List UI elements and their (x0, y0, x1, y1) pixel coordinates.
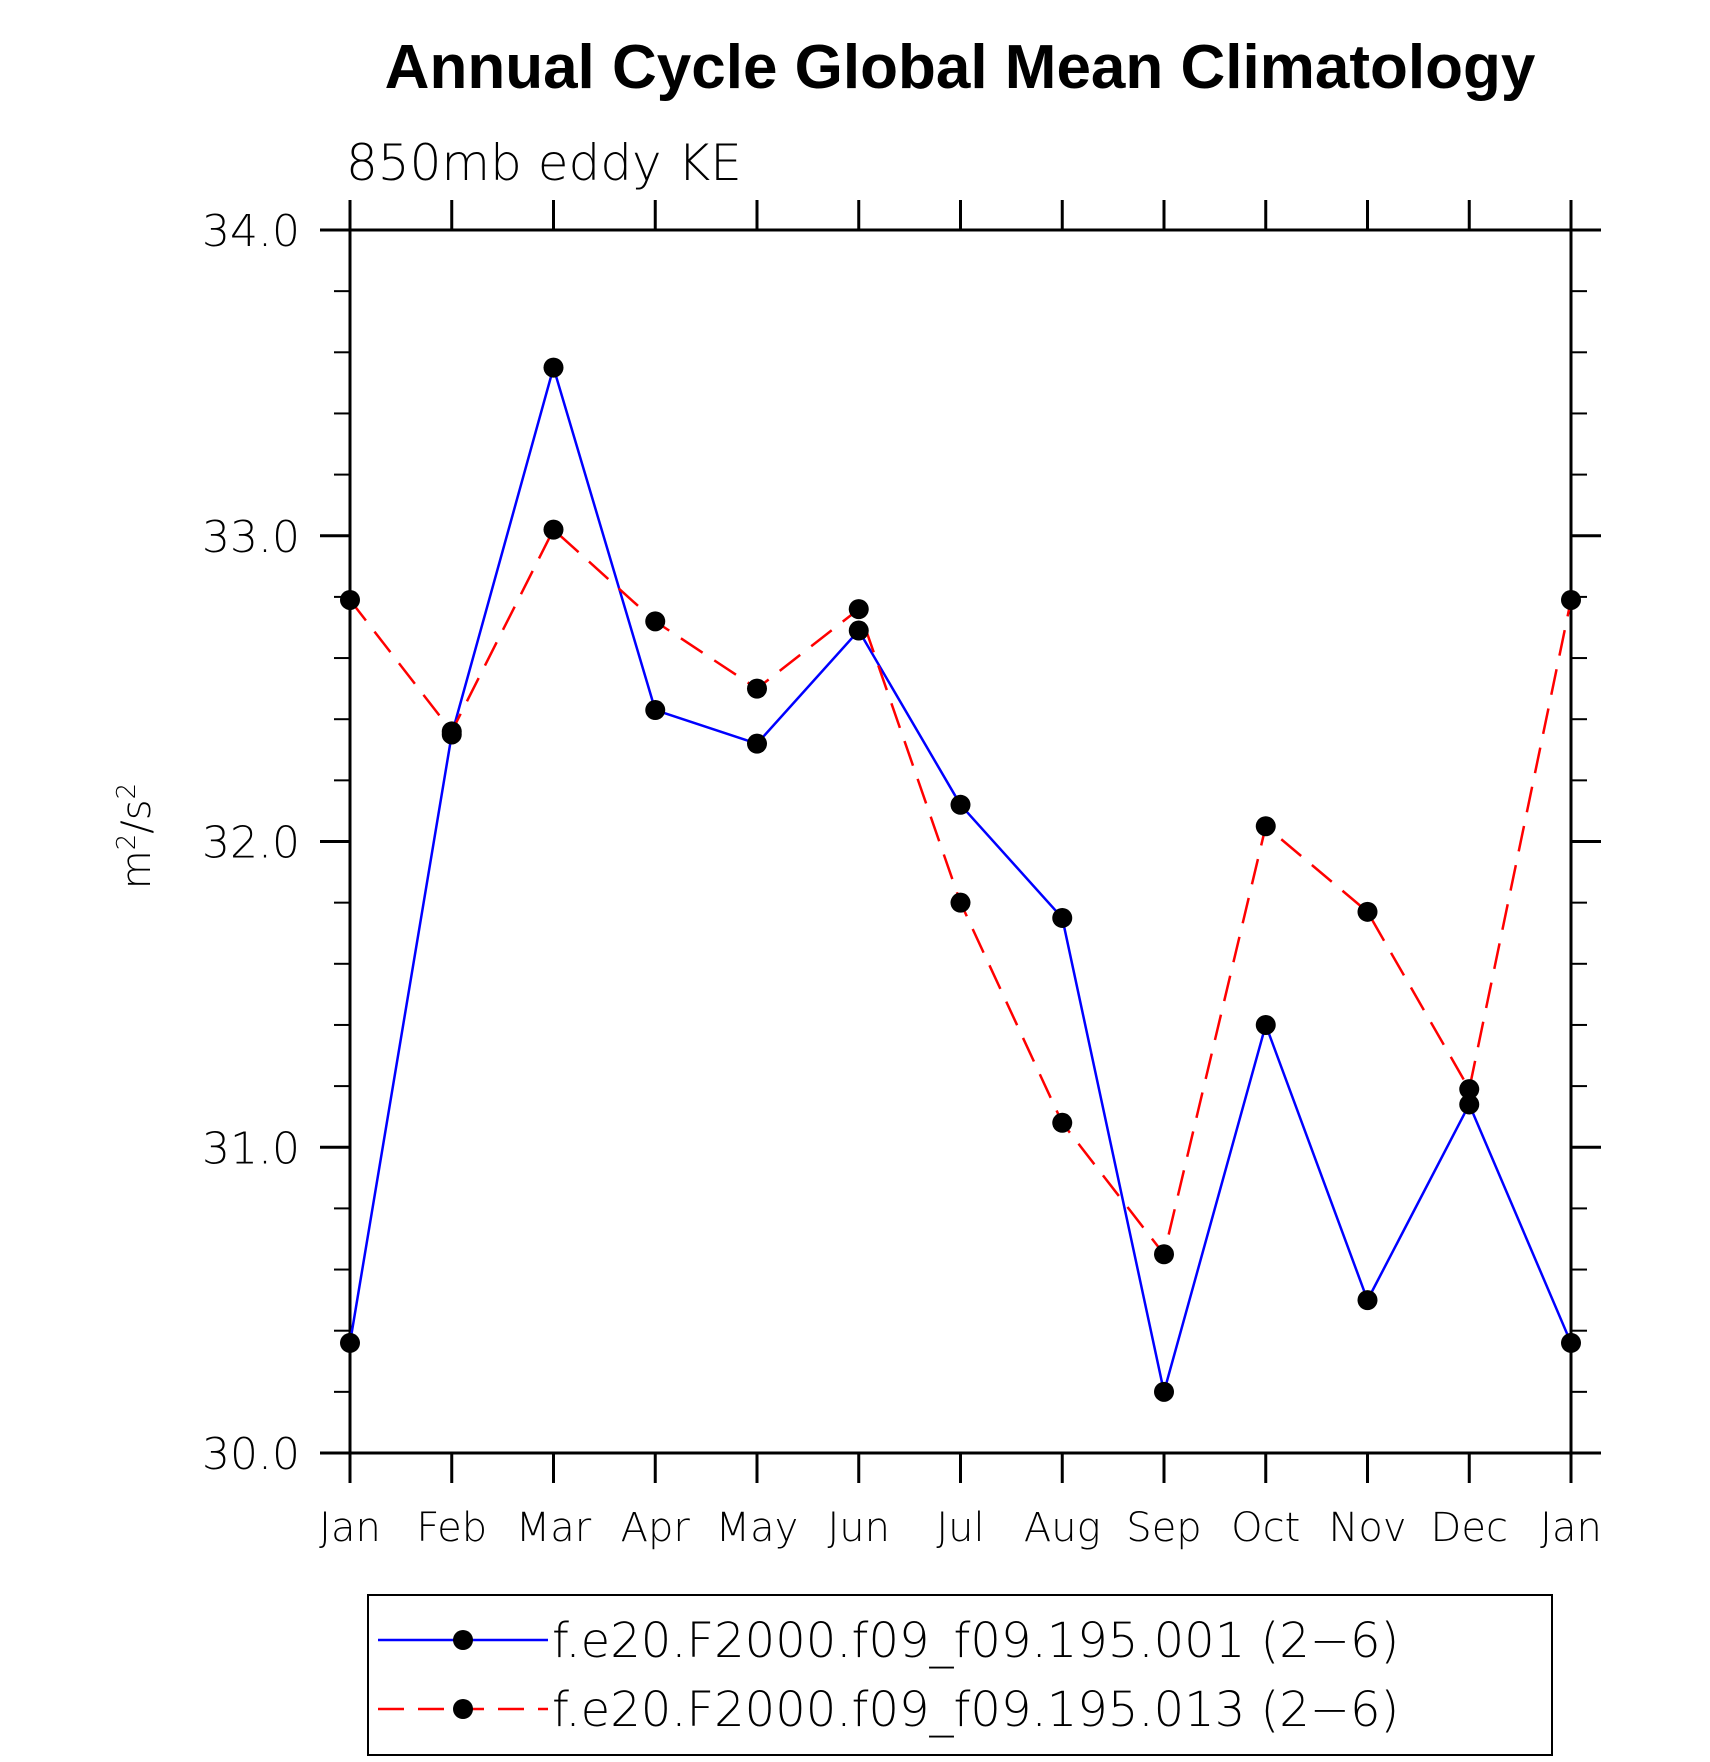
series-1-point (950, 794, 971, 815)
series-2-point (1052, 1112, 1073, 1133)
series-1-point (543, 357, 564, 378)
legend-marker-1 (453, 1630, 473, 1650)
plot-frame (348, 228, 1573, 1455)
legend: f.e20.F2000.f09_f09.195.001 (2−6) f.e20.F… (378, 1613, 1399, 1738)
y-axis-label-mid: /s (114, 799, 160, 833)
series-2-point (950, 892, 971, 913)
series-1-point (1154, 1381, 1174, 1402)
series-1-point (1052, 907, 1073, 928)
y-tick-label: 30.0 (202, 1429, 300, 1480)
y-tick-label: 31.0 (202, 1123, 300, 1174)
legend-marker-2 (453, 1699, 473, 1719)
x-tick-label: Aug (1024, 1505, 1101, 1551)
x-tick-label: Jan (1540, 1505, 1602, 1551)
series-lines (348, 366, 1573, 1394)
chart-subtitle: 850mb eddy KE (346, 134, 742, 192)
series-2-point (1255, 816, 1276, 837)
series-2-point (1459, 1079, 1480, 1100)
series-2-point (543, 519, 564, 540)
series-2-point (1561, 589, 1581, 610)
x-tick-label: Jun (828, 1505, 891, 1551)
series-2-point (848, 599, 869, 620)
series-2-point (441, 721, 462, 742)
y-axis-label: m2/s2 (112, 783, 160, 889)
series-1-point (848, 620, 869, 641)
series-1-point (1255, 1014, 1276, 1035)
x-tick-label: Apr (621, 1505, 691, 1551)
x-tick-label: Mar (516, 1505, 592, 1551)
legend-label-1: f.e20.F2000.f09_f09.195.001 (2−6) (552, 1613, 1399, 1669)
series-1-point (747, 733, 767, 754)
y-axis-label-base: m (114, 850, 160, 889)
y-axis-label-sup2: 2 (112, 783, 142, 800)
y-tick-label: 33.0 (202, 512, 300, 563)
legend-label-2: f.e20.F2000.f09_f09.195.013 (2−6) (552, 1682, 1399, 1738)
y-tick-label: 32.0 (202, 818, 300, 869)
x-tick-label: Feb (416, 1505, 487, 1551)
series-markers (340, 357, 1581, 1402)
x-tick-label: Sep (1126, 1505, 1201, 1551)
series-line-1 (348, 366, 1573, 1394)
chart-title: Annual Cycle Global Mean Climatology (385, 33, 1536, 102)
series-2-point (1154, 1244, 1174, 1265)
series-2-point (1357, 901, 1378, 922)
series-2-point (747, 678, 767, 699)
series-1-point (645, 700, 666, 721)
series-line-2 (349, 528, 1573, 1256)
y-tick-label: 34.0 (202, 206, 300, 257)
x-tick-label: Nov (1328, 1505, 1406, 1551)
axes-group: Jan Feb Mar Apr May Jun Jul Aug Sep Oct Nov Dec Jan 3… (202, 200, 1602, 1551)
series-1-point (1357, 1290, 1378, 1311)
legend-box (367, 1594, 1553, 1756)
x-tick-label: Oct (1231, 1505, 1300, 1551)
x-tick-label: Jan (319, 1505, 381, 1551)
x-tick-label: Jul (936, 1505, 984, 1551)
x-tick-label: Dec (1431, 1505, 1508, 1551)
series-2-point (645, 611, 666, 632)
series-2-point (340, 589, 360, 610)
x-tick-label: May (716, 1505, 799, 1551)
series-1-point (340, 1332, 360, 1353)
series-1-point (1459, 1094, 1480, 1115)
series-1-point (1561, 1332, 1581, 1353)
y-axis-label-sup: 2 (112, 834, 142, 851)
